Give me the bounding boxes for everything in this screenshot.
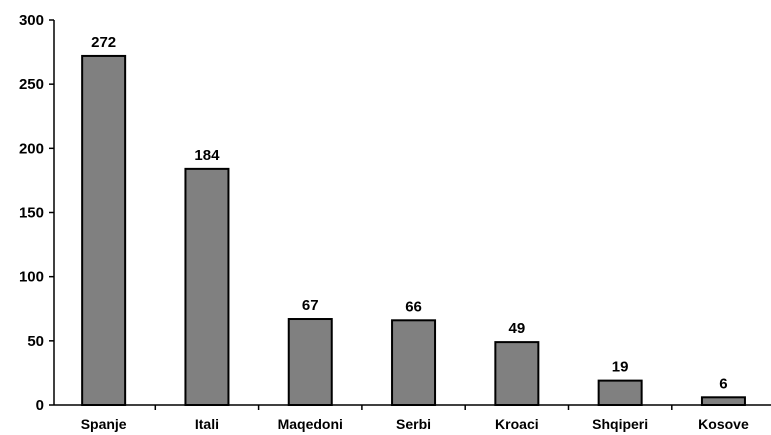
- data-label-shqiperi: 19: [612, 359, 629, 376]
- data-label-serbi: 66: [405, 298, 422, 315]
- y-tick-label: 50: [27, 333, 44, 350]
- bar-itali: [184, 167, 230, 406]
- category-label-maqedoni: Maqedoni: [278, 416, 343, 432]
- category-label-shqiperi: Shqiperi: [592, 416, 648, 432]
- data-label-kosove: 6: [719, 375, 727, 392]
- y-tick-label: 200: [19, 140, 44, 157]
- data-label-maqedoni: 67: [302, 297, 319, 314]
- data-label-kroaci: 49: [509, 320, 526, 337]
- data-label-itali: 184: [194, 147, 220, 164]
- y-tick-label: 100: [19, 269, 44, 286]
- category-label-kosove: Kosove: [698, 416, 749, 432]
- category-label-kroaci: Kroaci: [495, 416, 539, 432]
- bar-shqiperi: [597, 379, 643, 407]
- y-tick-label: 250: [19, 76, 44, 93]
- data-label-spanje: 272: [91, 34, 116, 51]
- y-tick-label: 300: [19, 12, 44, 29]
- bar-serbi: [391, 319, 437, 406]
- y-tick-label: 0: [36, 397, 44, 414]
- bar-kroaci: [494, 341, 540, 407]
- bars: 272 184 67 66 49 19 6: [81, 34, 746, 407]
- y-tick-label: 150: [19, 205, 44, 222]
- bar-maqedoni: [287, 318, 333, 406]
- y-axis-ticks: 0 50 100 150 200 250 300: [19, 12, 54, 414]
- x-axis-labels: Spanje Itali Maqedoni Serbi Kroaci Shqiperi Ko…: [81, 405, 749, 432]
- category-label-serbi: Serbi: [396, 416, 431, 432]
- bar-spanje: [81, 54, 127, 407]
- bar-kosove: [700, 396, 746, 406]
- category-label-itali: Itali: [195, 416, 219, 432]
- category-label-spanje: Spanje: [81, 416, 127, 432]
